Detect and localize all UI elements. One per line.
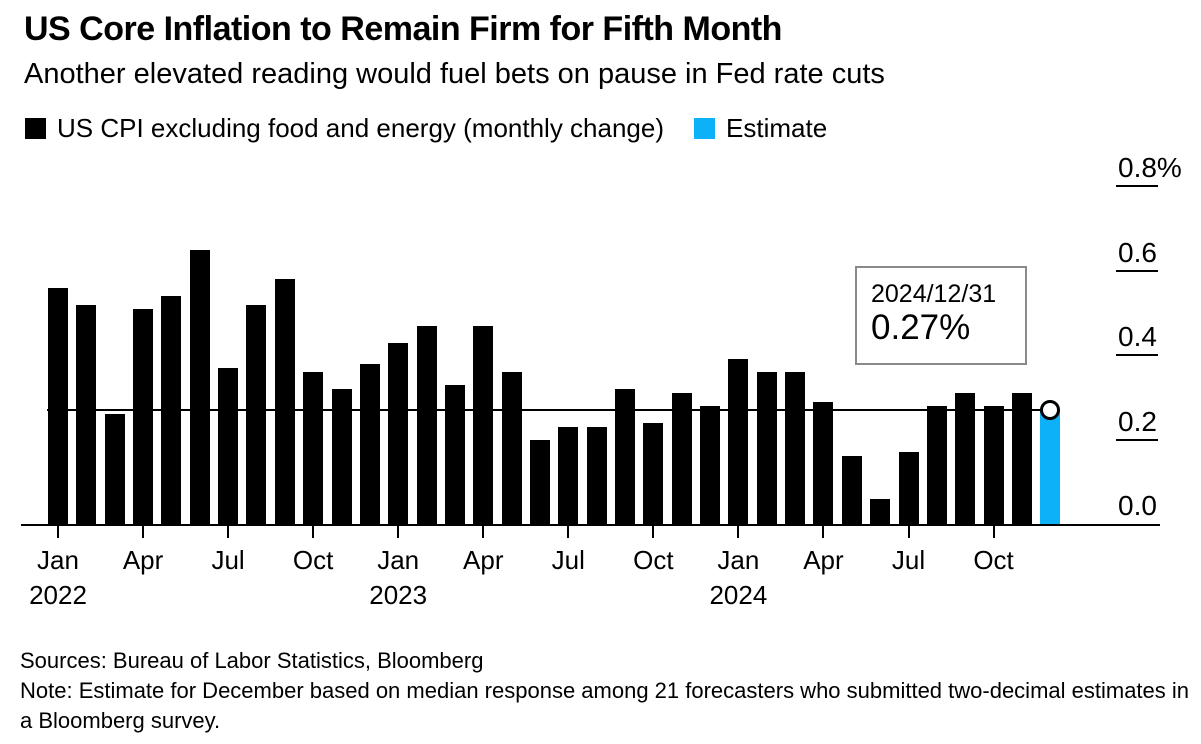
cpi-bar	[813, 401, 834, 524]
x-axis-month-label: Oct	[973, 545, 1014, 575]
x-axis-month-label: Jul	[891, 545, 926, 575]
y-axis-label: 0.6	[1118, 236, 1157, 268]
x-axis-tick	[482, 526, 485, 538]
cpi-bar	[76, 304, 97, 524]
x-axis-month-label: Apr	[122, 545, 164, 575]
x-axis-month-label: Apr	[463, 545, 504, 575]
cpi-bar	[926, 405, 947, 524]
cpi-bar	[104, 414, 125, 524]
cpi-bar	[529, 439, 550, 524]
x-axis-month-label: Jan	[377, 545, 420, 575]
cpi-bar	[870, 498, 891, 524]
x-axis-line	[21, 524, 1160, 526]
page-subtitle: Another elevated reading would fuel bets…	[24, 58, 885, 90]
estimate-reference-line	[47, 409, 1041, 412]
annotation-date: 2024/12/31	[871, 280, 997, 308]
estimate-bar	[1040, 410, 1061, 524]
x-axis-tick	[567, 526, 570, 538]
x-axis-tick	[907, 526, 910, 538]
legend-item-estimate: Estimate	[694, 113, 827, 144]
cpi-bar	[955, 393, 976, 524]
x-axis-tick	[397, 526, 400, 538]
cpi-bar	[444, 384, 465, 524]
cpi-bar	[416, 325, 437, 524]
estimate-marker	[1040, 400, 1061, 421]
cpi-bar	[388, 342, 409, 524]
x-axis-month-label: Oct	[633, 545, 674, 575]
legend-item-cpi: US CPI excluding food and energy (monthl…	[25, 113, 664, 144]
cpi-bar	[728, 359, 749, 524]
note-text: Note: Estimate for December based on med…	[20, 678, 1190, 733]
cpi-bar	[558, 426, 579, 524]
y-axis-tick	[1116, 185, 1158, 188]
cpi-bar	[246, 304, 267, 524]
y-axis-label: 0.0	[1118, 490, 1157, 521]
x-axis-tick	[652, 526, 655, 538]
x-axis-month-label: Jan	[717, 545, 760, 575]
cpi-bar	[303, 372, 324, 524]
legend: US CPI excluding food and energy (monthl…	[25, 113, 827, 144]
cpi-bar	[1011, 393, 1032, 524]
y-axis-tick	[1116, 354, 1158, 357]
cpi-bar	[643, 422, 664, 524]
y-axis-tick	[1116, 438, 1158, 441]
x-axis-year-label: 2024	[709, 580, 768, 610]
cpi-bar	[189, 249, 210, 524]
cpi-bar	[700, 405, 721, 524]
x-axis-tick	[737, 526, 740, 538]
cpi-bar	[274, 279, 295, 524]
x-axis-month-label: Apr	[803, 545, 844, 575]
x-axis-tick	[822, 526, 825, 538]
x-axis-tick	[227, 526, 230, 538]
sources-text: Sources: Bureau of Labor Statistics, Blo…	[20, 648, 484, 673]
x-axis-tick	[992, 526, 995, 538]
cpi-series-swatch-icon	[25, 118, 46, 139]
cpi-bar	[615, 388, 635, 524]
page-title: US Core Inflation to Remain Firm for Fif…	[24, 10, 782, 48]
cpi-bar	[473, 325, 494, 524]
cpi-bar	[359, 363, 380, 524]
x-axis-tick	[57, 526, 59, 538]
cpi-bar	[48, 287, 68, 524]
annotation-value: 0.27%	[871, 308, 971, 347]
y-axis-tick	[1116, 269, 1158, 272]
cpi-bar	[218, 367, 239, 524]
cpi-bar	[331, 388, 352, 524]
cpi-bar	[983, 405, 1004, 524]
cpi-bar	[898, 452, 919, 524]
legend-label-estimate: Estimate	[726, 113, 828, 143]
x-axis-tick	[142, 526, 145, 538]
y-axis-label: 0.2	[1118, 405, 1157, 437]
footer: Sources: Bureau of Labor Statistics, Blo…	[20, 646, 1195, 736]
x-axis-month-label: Oct	[292, 545, 334, 575]
cpi-bar	[671, 393, 692, 524]
cpi-bar	[841, 456, 862, 524]
x-axis-year-label: 2022	[29, 580, 87, 610]
x-axis-month-label: Jul	[551, 545, 585, 575]
cpi-bar	[756, 372, 777, 524]
legend-label-cpi: US CPI excluding food and energy (monthl…	[57, 113, 665, 143]
cpi-bar	[586, 426, 607, 524]
estimate-swatch-icon	[694, 118, 716, 139]
cpi-bar	[133, 308, 154, 524]
x-axis-year-label: 2023	[369, 580, 428, 610]
estimate-annotation-box: 2024/12/31 0.27%	[855, 266, 1027, 365]
cpi-bar	[785, 372, 806, 524]
x-axis-tick	[312, 526, 315, 538]
x-axis-month-label: Jul	[211, 545, 245, 575]
y-axis-label: 0.8%	[1118, 152, 1182, 184]
y-axis-label: 0.4	[1118, 321, 1157, 353]
x-axis-month-label: Jan	[37, 545, 79, 575]
cpi-bar	[501, 372, 522, 524]
